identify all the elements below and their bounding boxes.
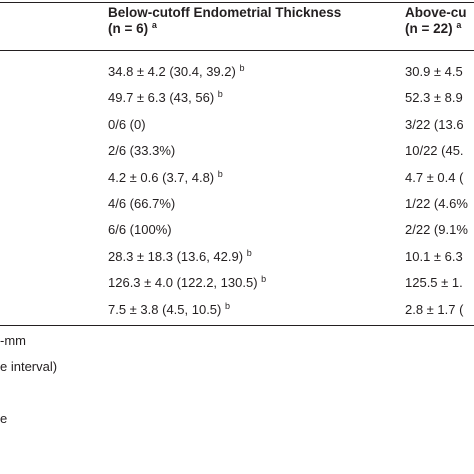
header-rule: [0, 50, 474, 51]
column-header: Above-cu (n = 22) a: [405, 5, 467, 37]
header-line: Above-cu: [405, 5, 467, 20]
cell-text: 10/22 (45.: [405, 143, 464, 159]
table-cell: 4.2 ± 0.6 (3.7, 4.8) b: [108, 168, 223, 186]
table-cell: 3/22 (13.6: [405, 117, 464, 133]
column-header: Below-cutoff Endometrial Thickness (n = 6…: [108, 5, 341, 37]
cell-text: 4.2 ± 0.6 (3.7, 4.8): [108, 169, 215, 185]
cell-text: 2/6 (33.3%): [108, 143, 176, 159]
cell-text: 2.8 ± 1.7 (: [405, 301, 464, 317]
footnote-mark: b: [239, 63, 245, 73]
cell-text: 2/22 (9.1%: [405, 222, 468, 238]
cell-text: 34.8 ± 4.2 (30.4, 39.2): [108, 64, 236, 79]
table-cell: 4/6 (66.7%): [108, 196, 175, 212]
top-rule: [0, 2, 474, 3]
footnote: e interval): [0, 359, 58, 374]
cell-text: 3/22 (13.6: [405, 116, 464, 132]
footnote-mark: b: [217, 168, 223, 179]
table-cell: 49.7 ± 6.3 (43, 56) b: [108, 90, 223, 106]
cell-text: 126.3 ± 4.0 (122.2, 130.5): [108, 275, 258, 291]
cell-text: 6/6 (100%): [108, 222, 172, 238]
table-cell: 4.7 ± 0.4 (: [405, 170, 463, 186]
footnote-mark: b: [246, 247, 252, 258]
footnote-mark: b: [261, 274, 267, 285]
cell-text: 1/22 (4.6%: [405, 196, 468, 211]
cell-text: 4.7 ± 0.4 (: [405, 169, 464, 185]
table-cell: 2/22 (9.1%: [405, 222, 468, 238]
footnote-mark: a: [151, 20, 157, 30]
cell-text: 30.9 ± 4.5: [405, 64, 463, 79]
cell-text: 52.3 ± 8.9: [405, 90, 463, 106]
cell-text: 125.5 ± 1.: [405, 275, 463, 291]
table-cell: 28.3 ± 18.3 (13.6, 42.9) b: [108, 247, 252, 265]
header-n: (n = 6): [108, 21, 149, 36]
cell-text: 28.3 ± 18.3 (13.6, 42.9): [108, 248, 244, 264]
table-cell: 34.8 ± 4.2 (30.4, 39.2) b: [108, 64, 244, 80]
cell-text: 0/6 (0): [108, 116, 146, 132]
table-cell: 10.1 ± 6.3: [405, 249, 463, 265]
table-cell: 6/6 (100%): [108, 222, 172, 238]
footnote-mark: a: [456, 20, 462, 30]
cell-text: 4/6 (66.7%): [108, 196, 176, 211]
cell-text: 49.7 ± 6.3 (43, 56): [108, 90, 215, 106]
table-cell: 52.3 ± 8.9: [405, 90, 463, 106]
footnote: e: [0, 411, 8, 426]
table-cell: 10/22 (45.: [405, 143, 464, 159]
table-cell: 2.8 ± 1.7 (: [405, 302, 463, 318]
table-cell: 7.5 ± 3.8 (4.5, 10.5) b: [108, 300, 231, 318]
table-cell: 1/22 (4.6%: [405, 196, 468, 212]
table-cell: 30.9 ± 4.5: [405, 64, 463, 80]
cell-text: 7.5 ± 3.8 (4.5, 10.5): [108, 301, 222, 317]
table-cell: 126.3 ± 4.0 (122.2, 130.5) b: [108, 275, 266, 291]
header-line: Below-cutoff Endometrial Thickness: [108, 5, 342, 20]
footnote: -mm: [0, 333, 26, 348]
table-cell: 0/6 (0): [108, 117, 146, 133]
header-n: (n = 22): [405, 21, 453, 36]
table-cell: 125.5 ± 1.: [405, 275, 463, 291]
bottom-rule: [0, 325, 474, 326]
footnote-mark: b: [225, 300, 231, 311]
cell-text: 10.1 ± 6.3: [405, 248, 463, 264]
footnote-mark: b: [217, 89, 223, 100]
table-cell: 2/6 (33.3%): [108, 143, 175, 159]
